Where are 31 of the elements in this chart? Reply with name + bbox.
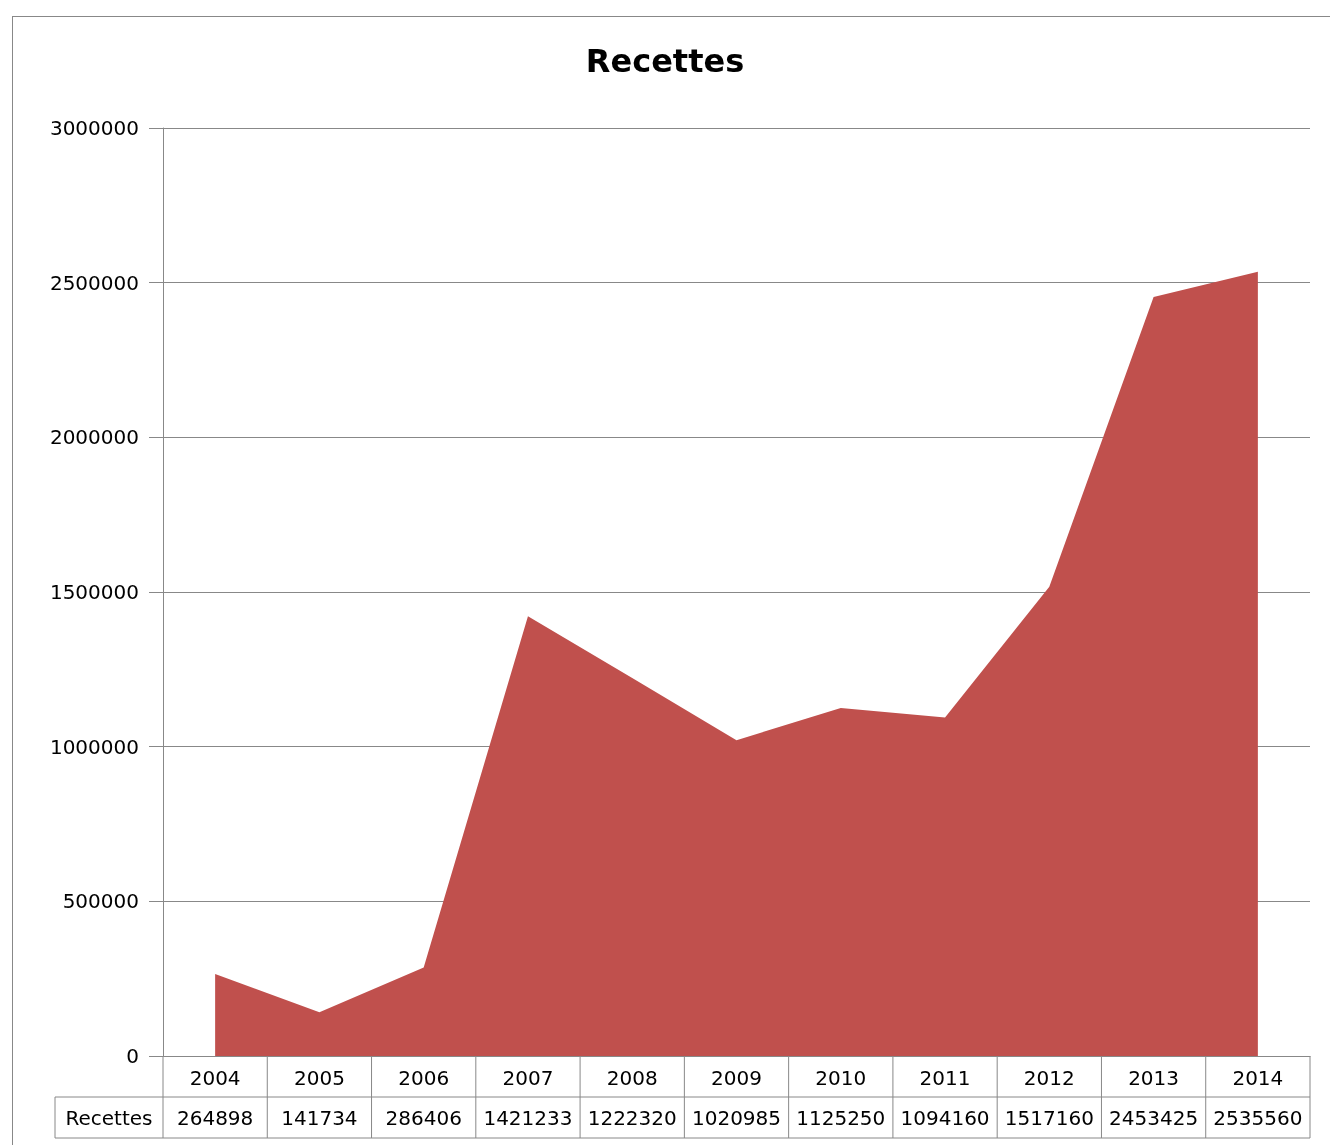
x-tick-label: 2010 bbox=[815, 1066, 867, 1090]
x-tick-label: 2009 bbox=[711, 1066, 762, 1090]
data-label: 1125250 bbox=[796, 1105, 886, 1130]
text: Recettes bbox=[65, 1105, 153, 1130]
x-tick-label: 2013 bbox=[1128, 1066, 1180, 1090]
x-tick-label: 2004 bbox=[189, 1066, 241, 1090]
data-label: 2535560 bbox=[1213, 1105, 1303, 1130]
y-tick-label: 1500000 bbox=[49, 580, 139, 604]
x-tick-label: 2014 bbox=[1232, 1066, 1284, 1090]
y-tick-label: 500000 bbox=[62, 889, 139, 914]
y-tick-label: 2000000 bbox=[49, 425, 139, 450]
x-tick-label: 2012 bbox=[1023, 1066, 1075, 1090]
data-label: 1222320 bbox=[587, 1105, 677, 1130]
data-label: 1517160 bbox=[1004, 1105, 1094, 1130]
x-tick-label: 2008 bbox=[606, 1066, 658, 1090]
x-tick-label: 2007 bbox=[502, 1066, 554, 1090]
y-tick-label: 0 bbox=[126, 1044, 139, 1068]
data-label: 1094160 bbox=[900, 1105, 990, 1130]
data-label: 1020985 bbox=[691, 1105, 782, 1130]
chart-title: Recettes bbox=[585, 42, 745, 80]
y-tick-label: 3000000 bbox=[49, 116, 139, 140]
data-label: 141734 bbox=[281, 1105, 358, 1130]
x-tick-label: 2011 bbox=[919, 1066, 971, 1090]
x-tick-label: 2006 bbox=[398, 1066, 450, 1090]
data-label: 286406 bbox=[385, 1105, 462, 1130]
data-label: 2453425 bbox=[1109, 1105, 1199, 1130]
data-label: 1421233 bbox=[483, 1105, 573, 1130]
data-label: 264898 bbox=[176, 1105, 254, 1130]
y-tick-label: 1000000 bbox=[49, 734, 139, 759]
x-tick-label: 2005 bbox=[293, 1066, 345, 1090]
y-tick-label: 2500000 bbox=[49, 270, 139, 295]
